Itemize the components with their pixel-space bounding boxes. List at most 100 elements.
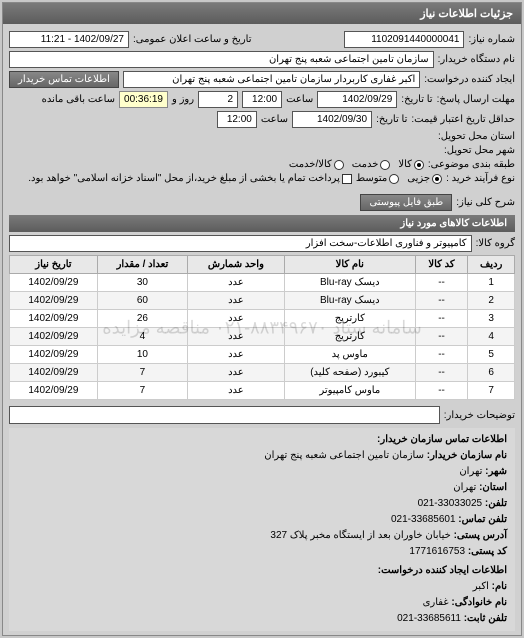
- col-unit: واحد شمارش: [188, 256, 285, 274]
- row-number: شماره نیاز: 1102091440000041 تاریخ و ساع…: [9, 31, 515, 48]
- table-cell: --: [415, 364, 467, 382]
- check-treasury[interactable]: پرداخت تمام یا بخشی از مبلغ خرید،از محل …: [28, 173, 352, 184]
- radio-kala[interactable]: کالا: [398, 159, 424, 170]
- validity-time: 12:00: [217, 111, 257, 128]
- row-province: استان محل تحویل:: [9, 131, 515, 142]
- radio-med[interactable]: متوسط: [356, 173, 399, 184]
- deadline-label: مهلت ارسال پاسخ:: [437, 94, 515, 105]
- radio-kala-label: کالا: [398, 159, 412, 170]
- contact-block: اطلاعات تماس سازمان خریدار: نام سازمان خ…: [9, 428, 515, 631]
- remain-time: 00:36:19: [119, 91, 168, 108]
- table-cell: 7: [97, 382, 187, 400]
- table-cell: --: [415, 292, 467, 310]
- c-city-label: شهر:: [485, 466, 507, 477]
- table-row: 1--دیسک Blu-rayعدد301402/09/29: [10, 274, 515, 292]
- contact-button[interactable]: اطلاعات تماس خریدار: [9, 71, 119, 88]
- row-desc: شرح کلی نیاز: طبق فایل پیوستی: [9, 194, 515, 211]
- row-deadline: مهلت ارسال پاسخ: تا تاریخ: 1402/09/29 سا…: [9, 91, 515, 108]
- c-fax-label: تلفن تماس:: [458, 514, 507, 525]
- attachment-button[interactable]: طبق فایل پیوستی: [360, 194, 452, 211]
- goods-section-title: اطلاعات کالاهای مورد نیاز: [9, 215, 515, 232]
- time-label-1: ساعت: [286, 94, 313, 105]
- table-row: 7--ماوس کامپیوترعدد71402/09/29: [10, 382, 515, 400]
- c-org-label: نام سازمان خریدار:: [427, 450, 507, 461]
- validity-to: تا تاریخ:: [376, 114, 407, 125]
- table-cell: 7: [97, 364, 187, 382]
- row-buy-type: نوع فرآیند خرید : جزیی متوسط پرداخت تمام…: [9, 173, 515, 184]
- remain-label: ساعت باقی مانده: [42, 94, 115, 105]
- buyer-note-label: توضیحات خریدار:: [444, 410, 515, 421]
- radio-icon: [389, 174, 399, 184]
- radio-med-label: متوسط: [356, 173, 387, 184]
- table-cell: 7: [468, 382, 515, 400]
- c-phone-label: تلفن:: [485, 498, 507, 509]
- c-postal: 1771616753: [409, 546, 465, 557]
- row-buyer-org: نام دستگاه خریدار: سازمان تامین اجتماعی …: [9, 51, 515, 68]
- number-label: شماره نیاز:: [468, 34, 515, 45]
- radio-icon: [414, 160, 424, 170]
- c-addr-label: آدرس پستی:: [454, 530, 507, 541]
- radio-icon: [432, 174, 442, 184]
- deadline-to: تا تاریخ:: [401, 94, 432, 105]
- deadline-date: 1402/09/29: [317, 91, 397, 108]
- row-group: گروه کالا: کامپیوتر و فناوری اطلاعات-سخت…: [9, 235, 515, 252]
- announce-label: تاریخ و ساعت اعلان عمومی:: [133, 34, 252, 45]
- validity-label: حداقل تاریخ اعتبار قیمت:: [411, 114, 515, 125]
- number-field: 1102091440000041: [344, 31, 464, 48]
- c-phone: 33033025-021: [418, 498, 483, 509]
- row-validity: حداقل تاریخ اعتبار قیمت: تا تاریخ: 1402/…: [9, 111, 515, 128]
- radio-icon: [380, 160, 390, 170]
- row-subject-class: طبقه بندی موضوعی: کالا خدمت کالا/خدمت: [9, 159, 515, 170]
- c-fax: 33685601-021: [391, 514, 456, 525]
- buyer-org-field: سازمان تامین اجتماعی شعبه پنج تهران: [9, 51, 434, 68]
- c-name: اکبر: [473, 581, 489, 592]
- radio-service[interactable]: خدمت: [352, 159, 391, 170]
- table-row: 5--ماوس پدعدد101402/09/29: [10, 346, 515, 364]
- table-cell: --: [415, 346, 467, 364]
- buy-type-label: نوع فرآیند خرید :: [446, 173, 515, 184]
- contact-title: اطلاعات تماس سازمان خریدار:: [17, 432, 507, 448]
- table-cell: 1402/09/29: [10, 328, 98, 346]
- details-panel: جزئیات اطلاعات نیاز شماره نیاز: 11020914…: [2, 2, 522, 636]
- table-cell: 2: [468, 292, 515, 310]
- row-buyer-note: توضیحات خریدار:: [9, 406, 515, 424]
- c-org: سازمان تامین اجتماعی شعبه پنج تهران: [264, 450, 424, 461]
- c-name-label: نام:: [492, 581, 507, 592]
- table-cell: عدد: [188, 292, 285, 310]
- table-row: 6--کیبورد (صفحه کلید)عدد71402/09/29: [10, 364, 515, 382]
- table-cell: 1: [468, 274, 515, 292]
- creator-field: اکبر غفاری کاربردار سازمان تامین اجتماعی…: [123, 71, 420, 88]
- row-city: شهر محل تحویل:: [9, 145, 515, 156]
- city-label: شهر محل تحویل:: [444, 145, 515, 156]
- table-cell: 1402/09/29: [10, 310, 98, 328]
- radio-both-label: کالا/خدمت: [289, 159, 332, 170]
- time-label-2: ساعت: [261, 114, 288, 125]
- c-prov-label: استان:: [479, 482, 507, 493]
- c-postal-label: کد پستی:: [468, 546, 507, 557]
- creator-title: اطلاعات ایجاد کننده درخواست:: [17, 563, 507, 579]
- announce-field: 1402/09/27 - 11:21: [9, 31, 129, 48]
- province-label: استان محل تحویل:: [438, 131, 515, 142]
- col-name: نام کالا: [284, 256, 415, 274]
- table-cell: دیسک Blu-ray: [284, 292, 415, 310]
- table-cell: 3: [468, 310, 515, 328]
- table-row: 3--کارتریجعدد261402/09/29: [10, 310, 515, 328]
- table-cell: 26: [97, 310, 187, 328]
- deadline-time: 12:00: [242, 91, 282, 108]
- table-cell: 1402/09/29: [10, 346, 98, 364]
- table-cell: ماوس کامپیوتر: [284, 382, 415, 400]
- table-cell: عدد: [188, 346, 285, 364]
- validity-date: 1402/09/30: [292, 111, 372, 128]
- table-cell: 5: [468, 346, 515, 364]
- table-row: 4--کارتریجعدد41402/09/29: [10, 328, 515, 346]
- col-date: تاریخ نیاز: [10, 256, 98, 274]
- table-row: 2--دیسک Blu-rayعدد601402/09/29: [10, 292, 515, 310]
- radio-both[interactable]: کالا/خدمت: [289, 159, 344, 170]
- group-field: کامپیوتر و فناوری اطلاعات-سخت افزار: [9, 235, 472, 252]
- table-cell: 1402/09/29: [10, 292, 98, 310]
- panel-title: جزئیات اطلاعات نیاز: [3, 3, 521, 24]
- radio-small[interactable]: جزیی: [407, 173, 442, 184]
- table-cell: 30: [97, 274, 187, 292]
- table-cell: عدد: [188, 328, 285, 346]
- table-cell: دیسک Blu-ray: [284, 274, 415, 292]
